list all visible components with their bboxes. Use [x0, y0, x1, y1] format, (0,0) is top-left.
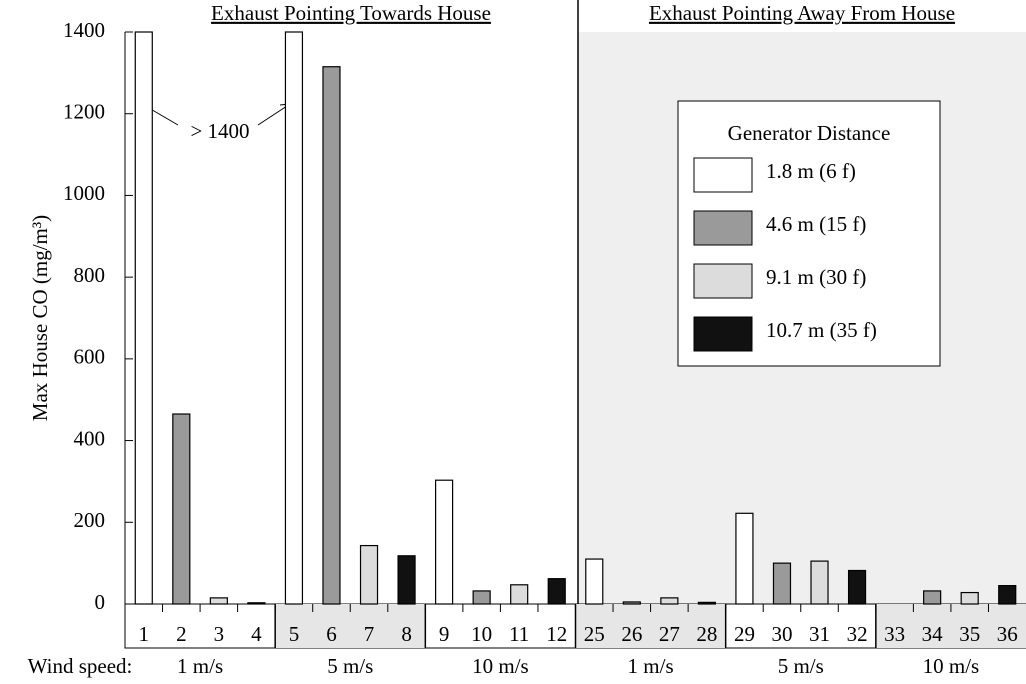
- x-tick-label: 11: [509, 622, 529, 646]
- bar: [134, 31, 153, 605]
- y-tick-label: 1200: [63, 100, 105, 124]
- y-tick-label: 200: [74, 508, 106, 532]
- legend-swatch: [693, 210, 753, 246]
- wind-speed-label: 1 m/s: [628, 654, 674, 678]
- bar: [847, 569, 867, 605]
- bar: [585, 558, 604, 605]
- legend-label: 9.1 m (30 f): [766, 265, 866, 289]
- x-tick-label: 29: [734, 622, 755, 646]
- bar: [435, 479, 454, 605]
- bar: [735, 512, 754, 605]
- bar: [547, 578, 566, 605]
- wind-speed-label: 5 m/s: [327, 654, 373, 678]
- x-tick-label: 34: [922, 622, 944, 646]
- title-left: Exhaust Pointing Towards House: [211, 1, 491, 25]
- bar: [772, 562, 792, 605]
- legend-swatch: [693, 316, 753, 352]
- bar: [359, 544, 379, 605]
- bar: [960, 591, 979, 605]
- bar: [247, 602, 266, 605]
- x-tick-label: 31: [809, 622, 830, 646]
- x-tick-label: 3: [214, 622, 225, 646]
- wind-speed-label: 5 m/s: [778, 654, 824, 678]
- y-axis-label: Max House CO (mg/m³): [28, 215, 52, 421]
- legend-label: 10.7 m (35 f): [766, 318, 877, 342]
- legend: Generator Distance 1.8 m (6 f) 4.6 m (15 …: [677, 100, 941, 367]
- x-tick-label: 8: [401, 622, 412, 646]
- legend-swatch: [693, 157, 753, 193]
- x-tick-label: 35: [959, 622, 980, 646]
- bar: [622, 601, 641, 605]
- x-tick-label: 1: [139, 622, 150, 646]
- bar: [660, 597, 679, 605]
- x-tick-label: 12: [546, 622, 567, 646]
- x-tick-label: 10: [471, 622, 492, 646]
- bar: [172, 413, 191, 605]
- x-tick-label: 32: [847, 622, 868, 646]
- bar: [998, 585, 1017, 605]
- y-tick-label: 0: [95, 590, 106, 614]
- x-tick-label: 27: [659, 622, 680, 646]
- y-tick-label: 400: [74, 426, 106, 450]
- bar: [472, 590, 491, 605]
- x-tick-label: 28: [696, 622, 717, 646]
- x-tick-label: 9: [439, 622, 450, 646]
- bar: [209, 597, 228, 605]
- bar: [810, 560, 829, 605]
- bar: [697, 601, 716, 605]
- legend-swatch: [693, 263, 753, 299]
- wind-speed-label: 10 m/s: [923, 654, 980, 678]
- x-tick-label: 7: [364, 622, 375, 646]
- title-right: Exhaust Pointing Away From House: [649, 1, 955, 25]
- wind-label: Wind speed:: [28, 654, 133, 678]
- x-tick-label: 6: [326, 622, 337, 646]
- bar: [510, 584, 529, 605]
- x-tick-label: 30: [771, 622, 792, 646]
- x-tick-label: 26: [621, 622, 642, 646]
- wind-speed-label: 1 m/s: [177, 654, 223, 678]
- y-tick-label: 800: [74, 263, 106, 287]
- legend-label: 4.6 m (15 f): [766, 212, 866, 236]
- bar: [923, 590, 942, 605]
- x-tick-label: 25: [584, 622, 605, 646]
- x-tick-label: 2: [176, 622, 187, 646]
- legend-label: 1.8 m (6 f): [766, 159, 856, 183]
- bar: [284, 31, 304, 605]
- x-tick-label: 33: [884, 622, 905, 646]
- bar: [397, 555, 416, 605]
- x-tick-label: 5: [289, 622, 300, 646]
- wind-speed-label: 10 m/s: [472, 654, 529, 678]
- y-tick-label: 600: [74, 345, 106, 369]
- x-tick-label: 4: [251, 622, 262, 646]
- bar: [322, 66, 341, 605]
- legend-title: Generator Distance: [728, 121, 891, 145]
- annotation: > 1400: [190, 119, 249, 143]
- y-tick-label: 1400: [63, 18, 105, 42]
- x-tick-label: 36: [997, 622, 1018, 646]
- y-tick-label: 1000: [63, 181, 105, 205]
